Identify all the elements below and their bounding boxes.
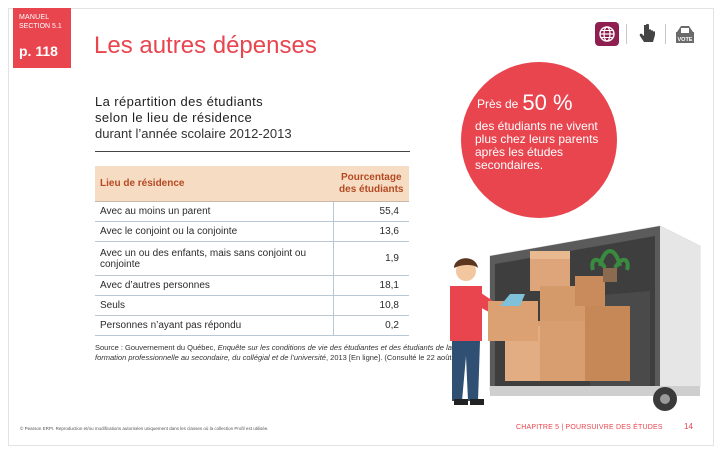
header-percentage: Pourcentage des étudiants: [333, 166, 409, 203]
source-note: Source : Gouvernement du Québec, Enquête…: [95, 343, 475, 363]
header-place: Lieu de résidence: [95, 166, 334, 203]
section-page-label: p. 118: [19, 43, 58, 59]
table-row: Avec le conjoint ou la conjointe 13,6: [95, 221, 409, 243]
statistic-callout: Près de 50 % des étudiants ne vivent plus…: [461, 62, 617, 218]
table-row: Avec au moins un parent 55,4: [95, 201, 409, 223]
vote-icon[interactable]: VOTE: [673, 22, 697, 46]
tap-hand-icon[interactable]: [635, 22, 659, 46]
row-label: Avec au moins un parent: [95, 201, 335, 223]
row-value: 13,6: [333, 221, 409, 243]
residence-table: Lieu de résidence Pourcentage des étudia…: [95, 166, 409, 337]
section-tab: MANUEL SECTION 5.1 p. 118: [13, 8, 71, 68]
table-heading: La répartition des étudiants selon le li…: [95, 94, 335, 142]
row-value: 55,4: [333, 201, 409, 223]
callout-percentage: 50 %: [522, 90, 573, 115]
heading-divider: [95, 151, 410, 152]
section-number-label: SECTION 5.1: [19, 23, 62, 30]
row-label: Avec d’autres personnes: [95, 275, 335, 296]
table-heading-line3: durant l’année scolaire 2012-2013: [95, 126, 292, 141]
table-heading-line2: selon le lieu de résidence: [95, 110, 253, 125]
page-number: 14: [684, 422, 693, 431]
source-suffix: , 2013 [En ligne]. (Consulté le 22 août …: [325, 353, 475, 362]
table-header-row: Lieu de résidence Pourcentage des étudia…: [95, 166, 409, 203]
page-title: Les autres dépenses: [94, 32, 317, 59]
callout-prefix: Près de: [477, 97, 519, 111]
table-row: Personnes n’ayant pas répondu 0,2: [95, 315, 409, 337]
toolbar-separator: [626, 24, 627, 44]
row-label: Seuls: [95, 295, 335, 316]
section-manual-label: MANUEL: [19, 14, 50, 21]
table-row: Seuls 10,8: [95, 295, 409, 316]
table-heading-line1: La répartition des étudiants: [95, 94, 264, 109]
callout-text: des étudiants ne vivent plus chez leurs …: [475, 119, 599, 172]
toolbar-separator: [665, 24, 666, 44]
row-label: Avec le conjoint ou la conjointe: [95, 221, 335, 243]
row-label: Avec un ou des enfants, mais sans conjoi…: [95, 241, 335, 276]
copyright-footer: © Pearson ERPI. Reproduction et/ou modif…: [20, 426, 269, 431]
svg-text:VOTE: VOTE: [678, 37, 693, 43]
row-value: 10,8: [333, 295, 409, 316]
source-title: Enquête sur les conditions de vie des ét…: [95, 343, 452, 362]
header-percentage-line2: des étudiants: [339, 183, 404, 195]
header-percentage-line1: Pourcentage: [340, 171, 402, 183]
row-value: 1,9: [333, 241, 409, 276]
globe-icon[interactable]: [595, 22, 619, 46]
table-row: Avec un ou des enfants, mais sans conjoi…: [95, 241, 409, 276]
row-value: 18,1: [333, 275, 409, 296]
callout-headline: Près de 50 %: [477, 90, 573, 116]
row-label: Personnes n’ayant pas répondu: [95, 315, 335, 337]
row-value: 0,2: [333, 315, 409, 337]
source-prefix: Source : Gouvernement du Québec,: [95, 343, 218, 352]
chapter-footer: CHAPITRE 5 | POURSUIVRE DES ÉTUDES: [516, 424, 663, 431]
moving-truck-illustration: [450, 225, 701, 411]
table-row: Avec d’autres personnes 18,1: [95, 275, 409, 296]
